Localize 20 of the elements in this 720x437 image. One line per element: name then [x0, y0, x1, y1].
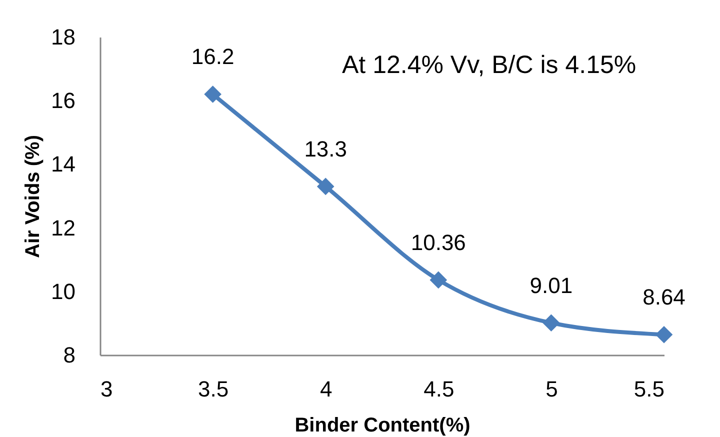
x-axis-title: Binder Content(%): [294, 414, 470, 436]
x-tick-label: 4.5: [424, 376, 454, 402]
data-label: 9.01: [530, 272, 573, 298]
y-tick-label: 10: [51, 278, 76, 304]
y-tick-label: 8: [63, 342, 76, 368]
data-label: 10.36: [410, 230, 466, 255]
x-tick-label: 5.5: [634, 376, 664, 402]
y-tick-label: 12: [51, 215, 76, 240]
x-tick-label: 3.5: [198, 376, 229, 402]
data-label: 8.64: [642, 284, 686, 310]
data-label: 16.2: [191, 44, 234, 70]
x-tick-label: 4: [320, 376, 332, 402]
x-tick-label: 5: [546, 376, 558, 402]
annotation: At 12.4% Vv, B/C is 4.15%: [342, 51, 636, 79]
data-label: 13.3: [304, 136, 348, 162]
x-tick-label: 3: [100, 376, 113, 402]
y-tick-label: 18: [51, 24, 76, 50]
y-axis-title: Air Voids (%): [22, 135, 44, 258]
y-tick-label: 16: [51, 88, 76, 114]
y-tick-label: 14: [51, 152, 76, 177]
